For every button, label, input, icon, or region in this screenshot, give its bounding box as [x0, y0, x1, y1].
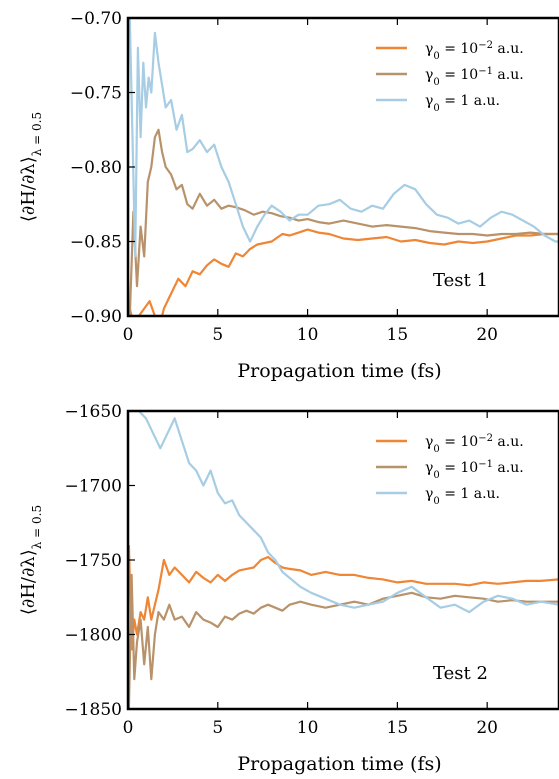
y-tick-label: −0.75	[70, 84, 122, 104]
plot-area	[128, 18, 559, 316]
y-tick-label: −0.85	[70, 233, 122, 253]
series-line-0	[128, 228, 559, 316]
panel-test-1: 0 5 10 15 20 −0.90 −0.85 −0.80 −0.75 −0.70 Propaga…	[18, 9, 559, 382]
panel-annotation: Test 1	[433, 270, 488, 291]
y-axis-label: ⟨∂H/∂λ⟩λ = 0.5	[18, 505, 44, 615]
legend-label-2: γ0 = 1 a.u.	[425, 486, 500, 507]
x-axis-label: Propagation time (fs)	[237, 360, 441, 382]
y-tick-label: −1800	[64, 626, 122, 646]
y-tick-label: −1750	[64, 551, 122, 571]
x-tick-label: 10	[297, 325, 319, 345]
legend-label-0: γ0 = 10−2 a.u.	[425, 40, 524, 62]
x-tick-label: 5	[212, 718, 223, 738]
x-tick-label: 15	[387, 718, 409, 738]
panel-test-2: 0 5 10 15 20 −1850 −1800 −1750 −1700 −1650 Propaga…	[18, 402, 559, 775]
legend-label-2: γ0 = 1 a.u.	[425, 93, 500, 114]
y-tick-label: −0.90	[70, 307, 122, 327]
x-tick-label: 0	[123, 718, 134, 738]
axes-frame	[126, 409, 559, 711]
legend: γ0 = 10−2 a.u. γ0 = 10−1 a.u. γ0 = 1 a.u.	[376, 40, 524, 114]
legend: γ0 = 10−2 a.u. γ0 = 10−1 a.u. γ0 = 1 a.u.	[376, 433, 524, 507]
series-line-1	[128, 573, 559, 709]
panel-annotation: Test 2	[433, 663, 488, 684]
legend-label-0: γ0 = 10−2 a.u.	[425, 433, 524, 455]
x-tick-label: 20	[476, 325, 498, 345]
x-tick-label: 15	[387, 325, 409, 345]
legend-label-1: γ0 = 10−1 a.u.	[425, 459, 524, 481]
x-tick-label: 5	[212, 325, 223, 345]
x-axis-label: Propagation time (fs)	[237, 753, 441, 775]
legend-label-1: γ0 = 10−1 a.u.	[425, 66, 524, 88]
x-tick-label: 20	[476, 718, 498, 738]
series-line-2	[128, 411, 559, 614]
series-line-2	[128, 18, 559, 258]
series-line-0	[128, 545, 559, 651]
y-axis-label: ⟨∂H/∂λ⟩λ = 0.5	[18, 112, 44, 222]
y-tick-label: −1850	[64, 700, 122, 720]
x-tick-label: 10	[297, 718, 319, 738]
x-tick-label: 0	[123, 325, 134, 345]
y-tick-label: −0.80	[70, 158, 122, 178]
series-line-1	[128, 128, 559, 316]
y-tick-label: −1700	[64, 477, 122, 497]
y-tick-label: −0.70	[70, 9, 122, 29]
y-tick-label: −1650	[64, 402, 122, 422]
plot-area	[128, 411, 559, 709]
